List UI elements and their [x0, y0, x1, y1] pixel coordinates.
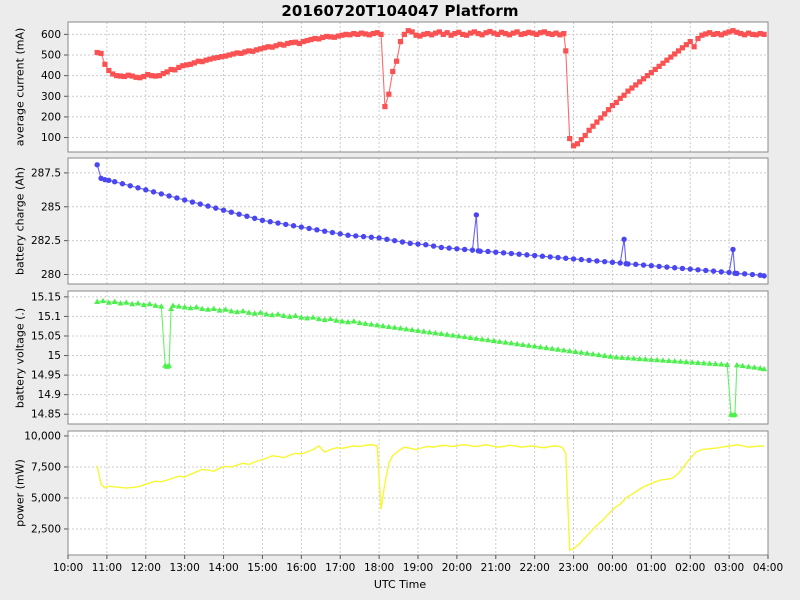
y-tick-label: 15.15 [31, 291, 61, 303]
x-tick-label: 14:00 [208, 562, 238, 574]
y-axis-label-2: battery voltage (.) [13, 307, 27, 408]
x-tick-label: 20:00 [442, 562, 472, 574]
plot-frame [67, 157, 769, 285]
x-tick-label: 04:00 [753, 562, 783, 574]
series-markers [94, 297, 768, 418]
y-tick-label: 7,500 [31, 461, 61, 473]
plot-area [67, 290, 769, 425]
y-tick-label: 2,500 [31, 523, 61, 535]
y-tick-label: 15 [48, 350, 61, 362]
y-axis-label-1: battery charge (Ah) [13, 166, 27, 276]
series-markers [94, 162, 767, 279]
x-tick-label: 22:00 [520, 562, 550, 574]
x-tick-label: 23:00 [558, 562, 588, 574]
y-tick-label: 282.5 [31, 235, 61, 247]
y-tick-label: 400 [41, 70, 61, 82]
y-tick-label: 287.5 [31, 167, 61, 179]
plot-frame [67, 430, 769, 556]
page-title: 20160720T104047 Platform [281, 2, 519, 20]
x-tick-label: 01:00 [636, 562, 666, 574]
y-tick-label: 10,000 [24, 430, 61, 442]
y-axis-label-0: average current (mA) [13, 27, 27, 147]
plot-frame [67, 290, 769, 425]
series-line [97, 30, 765, 147]
series-line [96, 164, 765, 277]
x-tick-label: 17:00 [325, 562, 355, 574]
y-tick-label: 300 [41, 91, 61, 103]
y-tick-label: 14.85 [31, 409, 61, 421]
y-tick-label: 285 [41, 201, 61, 213]
x-tick-label: 21:00 [481, 562, 511, 574]
plot-area [67, 21, 769, 153]
x-tick-label: 19:00 [403, 562, 433, 574]
x-tick-label: 16:00 [286, 562, 316, 574]
series-line [96, 443, 765, 551]
y-tick-label: 15.05 [31, 330, 61, 342]
y-tick-label: 500 [41, 50, 61, 62]
y-tick-label: 600 [41, 29, 61, 41]
x-tick-label: 02:00 [675, 562, 705, 574]
x-tick-label: 12:00 [131, 562, 161, 574]
x-tick-label: 13:00 [170, 562, 200, 574]
y-tick-label: 14.9 [38, 389, 61, 401]
x-tick-label: 10:00 [53, 562, 83, 574]
y-tick-label: 14.95 [31, 370, 61, 382]
x-axis-label: UTC Time [373, 578, 427, 591]
plot-area [67, 157, 769, 285]
x-tick-label: 15:00 [247, 562, 277, 574]
y-tick-label: 15.1 [38, 311, 61, 323]
x-tick-label: 11:00 [92, 562, 122, 574]
plot-area [67, 430, 769, 556]
x-tick-label: 03:00 [714, 562, 744, 574]
plot-frame [67, 21, 769, 153]
y-tick-label: 5,000 [31, 492, 61, 504]
y-tick-label: 280 [41, 269, 61, 281]
y-axis-label-3: power (mW) [13, 459, 27, 527]
y-tick-label: 200 [41, 111, 61, 123]
y-tick-label: 100 [41, 132, 61, 144]
x-tick-label: 18:00 [364, 562, 394, 574]
series-line [97, 300, 765, 416]
x-tick-label: 00:00 [597, 562, 627, 574]
series-markers [94, 28, 767, 149]
